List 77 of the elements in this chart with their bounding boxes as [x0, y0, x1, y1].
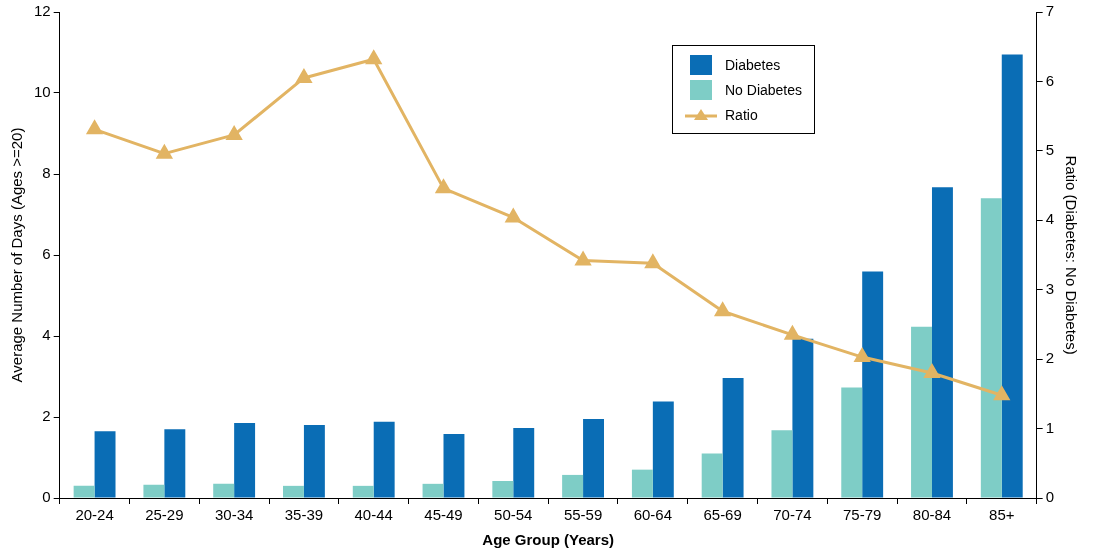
legend-label: Ratio	[725, 106, 758, 123]
bar	[931, 187, 953, 498]
bar	[492, 480, 514, 498]
x-tick-label: 85+	[989, 506, 1015, 524]
y2-tick-label: 0	[1045, 488, 1054, 506]
bar	[352, 485, 374, 498]
point	[87, 120, 103, 135]
x-tick-label: 25-29	[145, 506, 184, 524]
y2-tick-label: 2	[1045, 349, 1054, 367]
y-tick-label: 2	[42, 407, 51, 425]
y-tick-label: 10	[34, 83, 51, 101]
bar	[722, 378, 744, 498]
y-tick-label: 8	[42, 164, 51, 182]
legend-label: No Diabetes	[725, 81, 803, 98]
bar	[513, 427, 535, 498]
y2-tick-label: 1	[1045, 418, 1054, 436]
bar	[701, 453, 723, 498]
x-tick-label: 45-49	[424, 506, 463, 524]
bar	[771, 430, 793, 498]
bar	[234, 423, 256, 498]
point	[366, 50, 382, 65]
y2-axis-title: Ratio (Diabetes: No Diabetes)	[1062, 155, 1080, 355]
bar	[980, 198, 1002, 498]
x-tick-label: 40-44	[354, 506, 393, 524]
point	[854, 348, 870, 363]
x-tick-label: 75-79	[843, 506, 882, 524]
bar	[652, 401, 674, 498]
point	[226, 126, 242, 140]
point	[296, 69, 312, 83]
y2-tick-label: 7	[1045, 2, 1054, 20]
point	[645, 254, 661, 269]
x-axis-title: Age Group (Years)	[482, 531, 615, 549]
bar	[792, 338, 814, 498]
point	[505, 209, 521, 223]
bar	[841, 387, 863, 498]
bar	[282, 485, 304, 498]
bar	[583, 419, 604, 498]
x-tick-label: 35-39	[284, 506, 324, 524]
point	[575, 252, 591, 266]
y2-tick-label: 5	[1045, 141, 1054, 158]
bar	[213, 483, 235, 498]
y-axis-title: Average Number of Days (Ages >=20)	[8, 127, 26, 383]
legend-label: Diabetes	[725, 56, 781, 73]
x-tick-label: 30-34	[214, 506, 254, 524]
x-tick-label: 65-69	[703, 506, 742, 524]
y-tick-label: 6	[42, 245, 51, 263]
bar	[164, 429, 186, 498]
y2-tick-label: 4	[1045, 210, 1054, 228]
x-tick-label: 80-84	[912, 506, 952, 524]
y-tick-label: 4	[42, 326, 51, 344]
bar	[303, 425, 325, 498]
bar	[862, 271, 884, 498]
bar	[631, 469, 653, 498]
y-tick-label: 0	[42, 488, 51, 506]
x-tick-label: 60-64	[633, 506, 673, 524]
y-tick-label: 12	[34, 2, 51, 20]
point	[994, 386, 1010, 401]
point	[715, 302, 731, 317]
bar	[94, 431, 116, 498]
bar	[1001, 54, 1023, 498]
x-tick-label: 55-59	[563, 506, 603, 524]
bar	[422, 483, 444, 498]
x-tick-label: 50-54	[494, 506, 533, 524]
bar	[562, 474, 584, 498]
bar	[73, 485, 95, 498]
x-tick-label: 20-24	[75, 506, 114, 524]
bar	[443, 434, 465, 498]
point	[784, 326, 800, 340]
bar	[373, 421, 395, 498]
y2-tick-label: 6	[1045, 71, 1054, 89]
point	[924, 364, 940, 379]
y2-tick-label: 3	[1045, 279, 1054, 297]
point	[435, 179, 452, 194]
bar	[143, 484, 165, 498]
point	[156, 145, 172, 159]
bar	[911, 326, 932, 498]
x-tick-label: 70-74	[773, 506, 812, 524]
